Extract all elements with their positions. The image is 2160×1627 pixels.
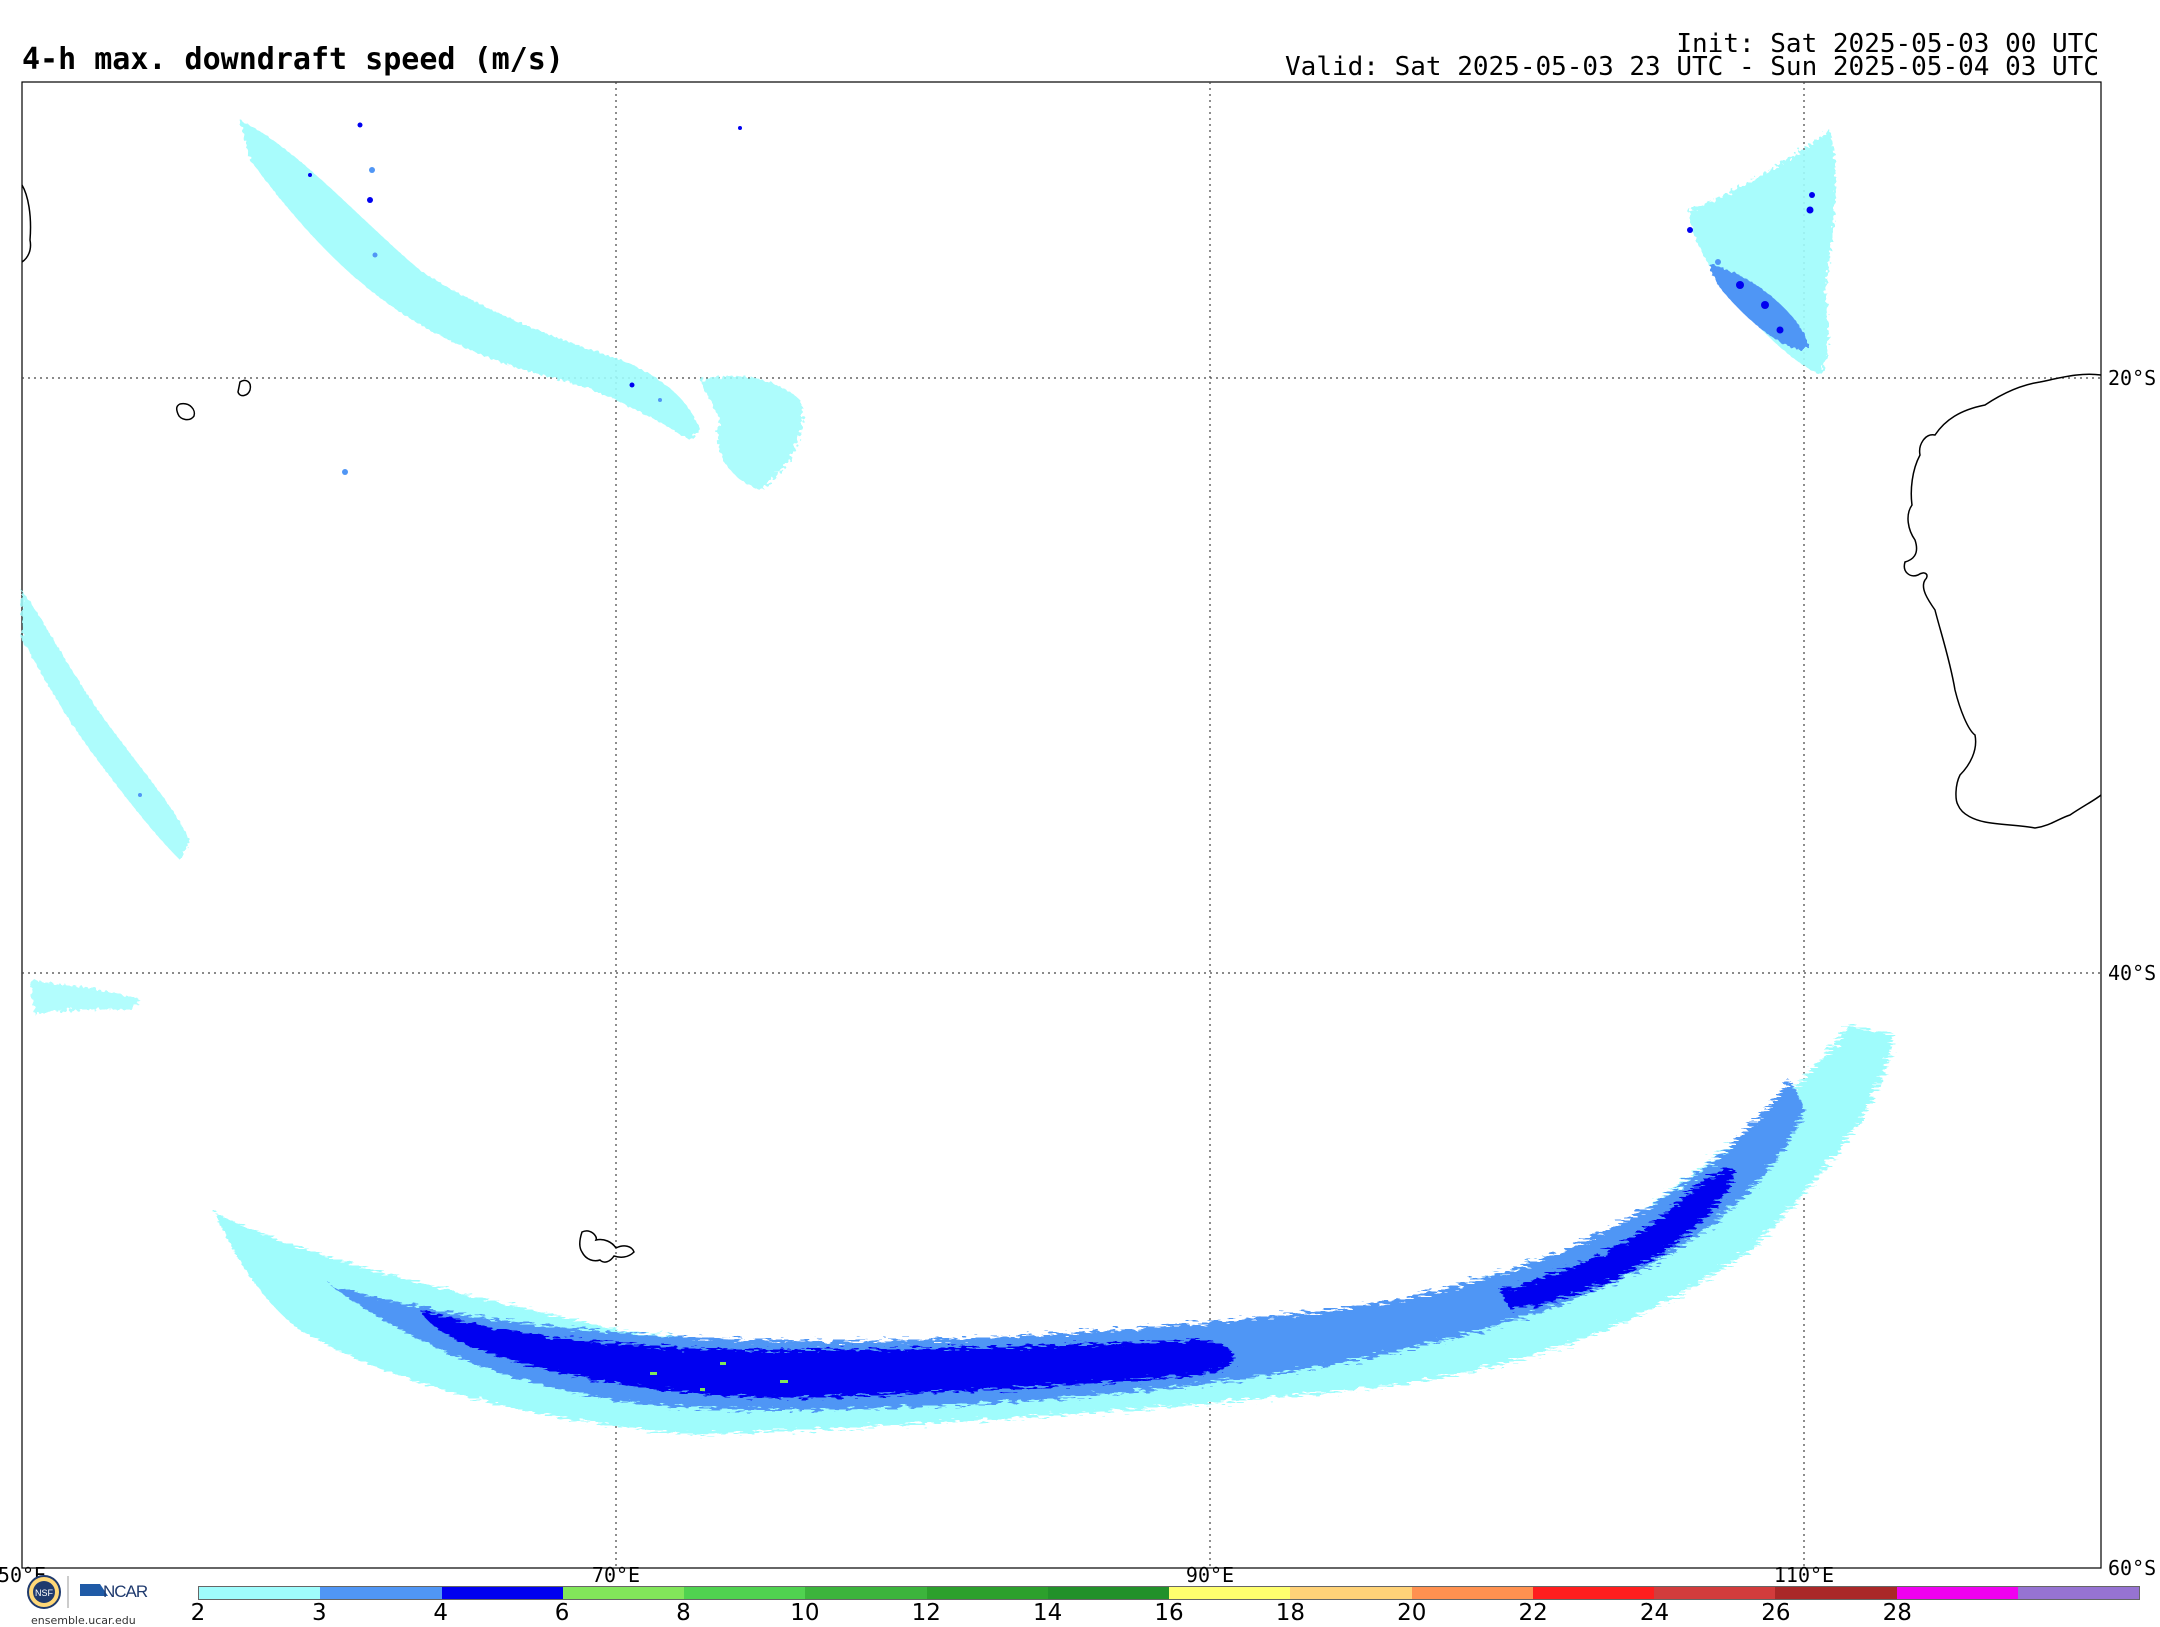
lat-label-40s: 40°S: [2108, 961, 2157, 985]
lon-label-110e: 110°E: [1773, 1563, 1835, 1587]
colorbar-swatch: [1775, 1587, 1897, 1599]
ncar-logo-text: NCAR: [103, 1582, 148, 1601]
colorbar-level-label: 2: [190, 1600, 206, 1626]
nsf-logo-text: NSF: [35, 1588, 54, 1598]
kerguelen-islands: [578, 1230, 635, 1263]
colorbar-level-label: 24: [1639, 1600, 1670, 1626]
valid-time: Valid: Sat 2025-05-03 23 UTC - Sun 2025-…: [1285, 52, 2099, 82]
colorbar-level-label: 14: [1032, 1600, 1063, 1626]
lat-label-20s: 20°S: [2108, 366, 2157, 390]
patch-west-coast: [22, 590, 190, 860]
colorbar-swatch: [805, 1587, 927, 1599]
band-level-4-west: [420, 1310, 1234, 1398]
colorbar-level-label: 6: [554, 1600, 570, 1626]
logo-block: NSF: [27, 1575, 108, 1609]
convective-patches: [22, 120, 1836, 1015]
colorbar-swatch: [562, 1587, 684, 1599]
australia-west-coast: [1903, 373, 2102, 829]
lat-label-60s: 60°S: [2108, 1556, 2157, 1580]
patch-northeast: [1690, 130, 1836, 375]
madagascar-coast: [21, 184, 32, 263]
colorbar-level-label: 28: [1882, 1600, 1912, 1626]
colorbar-swatch: [684, 1587, 806, 1599]
colorbar-swatch: [926, 1587, 1048, 1599]
patch-southwest: [30, 980, 140, 1015]
patch-northeast-core: [1710, 265, 1808, 350]
colorbar-swatch: [441, 1587, 563, 1599]
colorbar-swatch: [1532, 1587, 1654, 1599]
colorbar-swatch: [1047, 1587, 1169, 1599]
downdraft-band: [215, 1025, 1895, 1435]
colorbar-level-label: 10: [790, 1600, 820, 1626]
colorbar-level-label: 18: [1275, 1600, 1306, 1626]
lon-label-70e: 70°E: [591, 1563, 641, 1587]
colorbar-level-label: 8: [676, 1600, 691, 1626]
colorbar-swatch: [1896, 1587, 2018, 1599]
colorbar-level-label: 4: [433, 1600, 449, 1626]
colorbar-swatch: [1654, 1587, 1776, 1599]
colorbar-swatch: [2017, 1587, 2139, 1599]
colorbar-level-label: 22: [1518, 1600, 1548, 1626]
reunion-island: [175, 402, 196, 421]
nsf-logo-icon: NSF: [27, 1575, 61, 1609]
colorbar-swatch: [320, 1587, 442, 1599]
patch-northwest: [240, 120, 700, 440]
band-green-specks: [650, 1362, 788, 1391]
patch-mid: [700, 376, 803, 490]
band-level-2: [215, 1025, 1895, 1435]
band-level-3: [330, 1080, 1805, 1410]
colorbar-level-label: 26: [1761, 1600, 1791, 1626]
colorbar-swatch: [199, 1587, 321, 1599]
convective-specks: [138, 122, 1815, 797]
ensemble-url: ensemble.ucar.edu: [31, 1614, 136, 1627]
map-title: 4-h max. downdraft speed (m/s): [22, 42, 564, 77]
colorbar-level-label: 20: [1397, 1600, 1427, 1626]
colorbar-level-label: 12: [911, 1600, 941, 1626]
coastlines: [21, 184, 2102, 1263]
init-time: Init: Sat 2025-05-03 00 UTC: [1676, 29, 2099, 59]
mauritius-island: [237, 379, 252, 397]
ncar-logo-icon: [80, 1584, 108, 1596]
colorbar-swatch: [1169, 1587, 1291, 1599]
lon-label-90e: 90°E: [1185, 1563, 1235, 1587]
colorbar-level-label: 3: [312, 1600, 327, 1626]
colorbar-level-label: 16: [1154, 1600, 1184, 1626]
colorbar-swatch: [1411, 1587, 1533, 1599]
colorbar: [198, 1586, 2140, 1600]
band-level-4-east: [1500, 1168, 1735, 1310]
colorbar-swatch: [1290, 1587, 1412, 1599]
